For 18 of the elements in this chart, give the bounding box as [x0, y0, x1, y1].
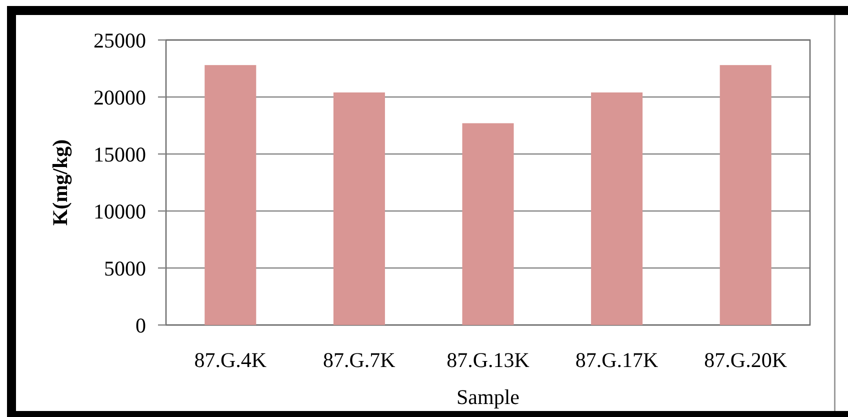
- bar: [204, 65, 256, 325]
- bar: [591, 92, 643, 325]
- x-tick-label: 87.G.4K: [194, 348, 267, 372]
- y-tick-label: 0: [136, 313, 146, 338]
- x-tick-label: 87.G.13K: [446, 348, 530, 372]
- y-axis-title: K(mg/kg): [48, 139, 72, 226]
- bar: [720, 65, 772, 325]
- y-tick-label: 10000: [94, 199, 146, 224]
- y-tick-label: 15000: [94, 142, 146, 166]
- x-axis-title: Sample: [456, 385, 520, 409]
- bar: [462, 123, 514, 325]
- bar: [333, 92, 385, 325]
- x-tick-label: 87.G.7K: [323, 348, 396, 372]
- y-tick-label: 5000: [104, 256, 146, 280]
- y-tick-label: 25000: [94, 28, 146, 52]
- x-tick-label: 87.G.20K: [704, 348, 788, 372]
- y-tick-label: 20000: [94, 85, 146, 110]
- x-tick-label: 87.G.17K: [575, 348, 658, 372]
